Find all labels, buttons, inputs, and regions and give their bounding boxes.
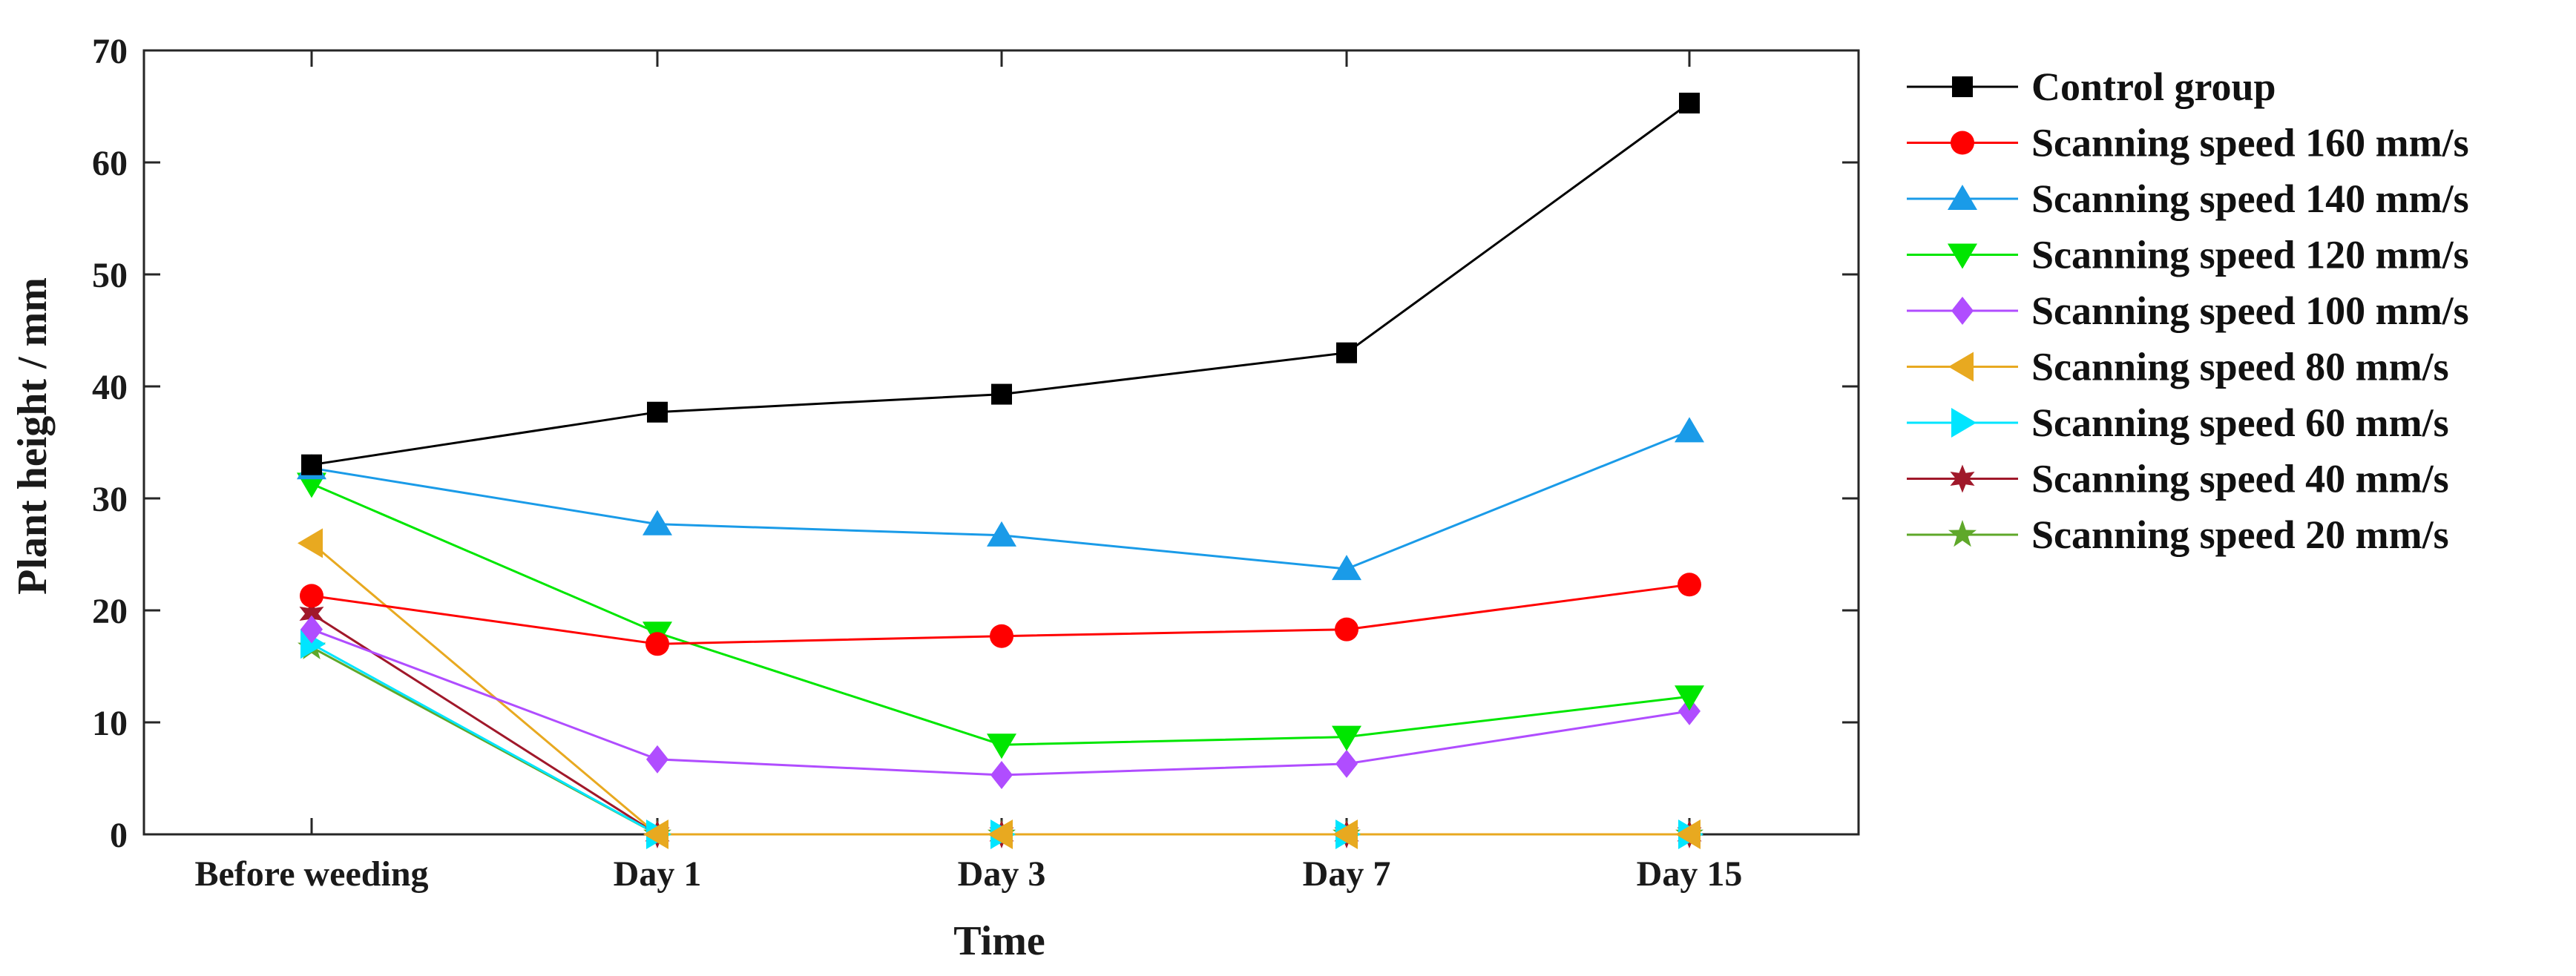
legend-label: Scanning speed 100 mm/s [2031,288,2469,333]
data-point [987,733,1016,759]
legend-marker [1951,408,1977,438]
x-tick-label: Day 3 [958,854,1046,894]
legend-marker [1951,297,1974,325]
data-point [1333,820,1358,849]
y-tick-label: 0 [110,816,128,855]
data-point [1332,725,1361,751]
y-tick-label: 60 [92,144,128,183]
data-point [1675,685,1704,711]
data-point [1336,342,1357,363]
y-tick-label: 50 [92,256,128,295]
legend-label: Scanning speed 40 mm/s [2031,457,2449,501]
legend: Control group Scanning speed 160 mm/s Scan… [1907,65,2469,557]
y-tick-label: 40 [92,368,128,407]
legend-label: Scanning speed 120 mm/s [2031,233,2469,277]
legend-label: Control group [2031,65,2276,109]
data-point [1332,555,1361,581]
legend-marker [1948,185,1977,210]
legend-label: Scanning speed 160 mm/s [2031,121,2469,165]
x-tick-label: Day 1 [614,854,702,894]
y-tick-label: 30 [92,480,128,519]
legend-label: Scanning speed 140 mm/s [2031,177,2469,221]
data-point [643,510,672,535]
data-point [1675,820,1701,849]
data-point [298,528,323,558]
legend-label: Scanning speed 60 mm/s [2031,400,2449,445]
data-point [646,745,668,774]
x-tick-label: Before weeding [194,854,428,894]
legend-marker [1950,464,1975,493]
data-point [1678,573,1701,597]
data-point [991,383,1012,405]
legend-marker [1948,352,1974,382]
data-point [300,615,323,644]
legend-label: Scanning speed 20 mm/s [2031,512,2449,557]
data-point [1335,617,1358,642]
legend-marker [1951,131,1974,155]
legend-marker [1948,243,1977,269]
data-point [300,584,323,608]
data-point [1675,417,1704,443]
y-tick-label: 10 [92,704,128,743]
data-point [1678,696,1701,725]
plot-area: 0 10 20 30 40 50 60 70 Before weeding Day 1 Day 3 D… [92,32,1860,894]
y-tick-label: 70 [92,32,128,71]
legend-marker [1948,520,1977,547]
data-point [643,820,668,849]
x-axis-title: Time [953,918,1045,964]
y-tick-label: 20 [92,592,128,631]
y-axis-title: Plant height / mm [10,277,56,595]
data-point [1335,749,1358,778]
data-point [990,624,1013,648]
x-tick-label: Day 7 [1303,854,1391,894]
data-point [301,454,322,475]
data-point [647,401,668,423]
legend-marker [1952,76,1973,97]
data-point [990,760,1013,789]
data-point [987,521,1016,547]
legend-label: Scanning speed 80 mm/s [2031,345,2449,389]
data-point [1679,92,1700,113]
data-point [645,632,669,656]
data-point [299,599,324,628]
x-tick-label: Day 15 [1637,854,1743,894]
data-point [988,820,1013,849]
